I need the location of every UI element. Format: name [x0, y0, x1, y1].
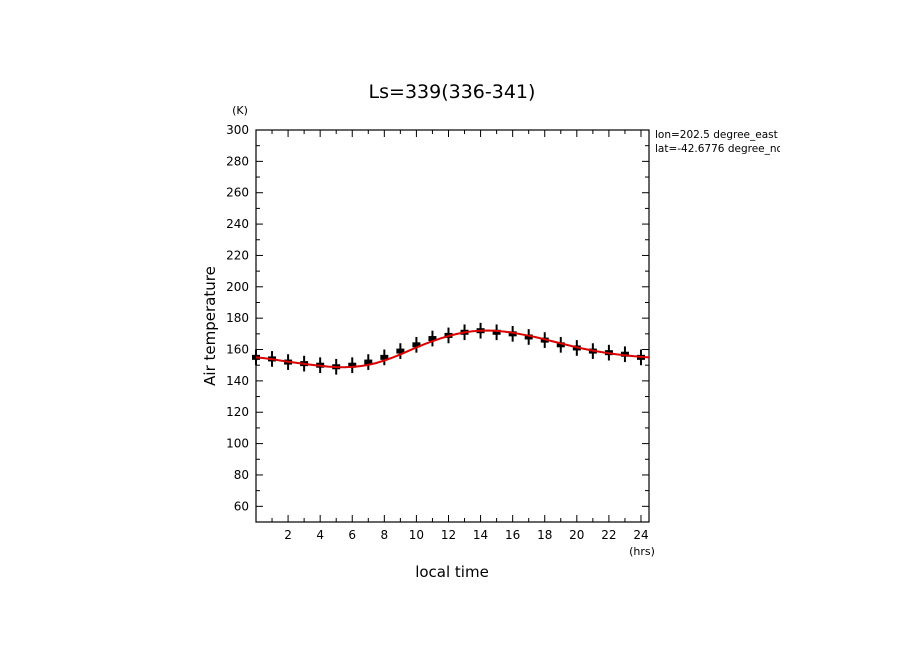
data-point: [380, 354, 389, 360]
data-point: [412, 342, 421, 348]
data-point: [620, 351, 629, 357]
data-point: [396, 348, 405, 354]
x-tick-label: 22: [601, 528, 616, 542]
y-tick-label: 300: [226, 123, 249, 137]
data-point: [508, 331, 517, 337]
x-tick-label: 10: [409, 528, 424, 542]
y-tick-label: 120: [226, 405, 249, 419]
plot-frame: [255, 129, 650, 523]
y-tick-label: 80: [234, 468, 249, 482]
lat-annotation: lat=-42.6776 degree_north: [655, 143, 798, 155]
y-tick-label: 180: [226, 311, 249, 325]
x-tick-label: 20: [569, 528, 584, 542]
data-point: [492, 329, 501, 335]
x-tick-label: 12: [441, 528, 456, 542]
y-tick-label: 100: [226, 437, 249, 451]
data-point: [428, 336, 437, 342]
data-point: [364, 359, 373, 365]
y-tick-label: 200: [226, 280, 249, 294]
x-axis-label: local time: [415, 563, 489, 581]
y-tick-label: 160: [226, 343, 249, 357]
fit-line: [255, 329, 650, 369]
y-tick-label: 240: [226, 217, 249, 231]
data-point: [252, 354, 260, 360]
x-tick-label: 6: [348, 528, 356, 542]
x-unit: (hrs): [629, 545, 655, 558]
y-tick-label: 220: [226, 248, 249, 262]
x-tick-label: 4: [316, 528, 324, 542]
x-tick-label: 18: [537, 528, 552, 542]
x-tick-label: 24: [633, 528, 648, 542]
x-tick-label: 14: [473, 528, 488, 542]
y-tick-label: 140: [226, 374, 249, 388]
chart-title: Ls=339(336-341): [369, 81, 536, 103]
x-tick-label: 16: [505, 528, 520, 542]
annotation-clip-mask: [780, 126, 904, 158]
x-tick-label: 8: [381, 528, 389, 542]
data-point: [348, 362, 357, 368]
y-axis-label: Air temperature: [201, 266, 219, 386]
data-point: [524, 334, 533, 340]
y-tick-label: 280: [226, 154, 249, 168]
y-tick-label: 260: [226, 186, 249, 200]
y-unit: (K): [232, 104, 248, 117]
y-tick-label: 60: [234, 499, 249, 513]
lon-annotation: lon=202.5 degree_east: [655, 129, 778, 141]
data-point: [556, 342, 565, 348]
x-tick-label: 2: [284, 528, 292, 542]
